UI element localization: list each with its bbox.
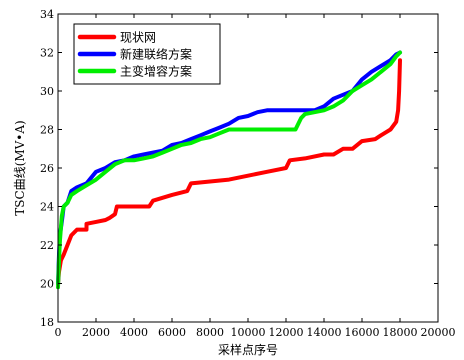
y-axis-title: TSC曲线(MV•A) — [13, 120, 27, 215]
y-tick-label: 32 — [40, 47, 54, 60]
x-tick-label: 20000 — [421, 326, 456, 339]
y-tick-label: 20 — [40, 278, 54, 291]
y-tick-label: 26 — [40, 162, 54, 175]
y-tick-label: 22 — [40, 239, 54, 252]
x-tick-label: 16000 — [345, 326, 380, 339]
x-tick-label: 6000 — [158, 326, 186, 339]
series-line-3 — [56, 50, 402, 290]
legend-label-2: 新建联络方案 — [120, 47, 192, 62]
y-tick-label: 18 — [40, 316, 54, 329]
legend-label-1: 现状网 — [120, 31, 156, 45]
x-tick-label: 8000 — [196, 326, 224, 339]
x-axis: 0 2000 4000 6000 8000 10000 12000 14000 16000 180… — [55, 14, 456, 339]
x-tick-label: 2000 — [82, 326, 110, 339]
y-axis: 18 20 22 24 26 28 30 32 34 — [40, 8, 438, 329]
x-tick-label: 10000 — [231, 326, 266, 339]
x-tick-label: 0 — [55, 326, 62, 339]
y-tick-label: 34 — [40, 8, 54, 21]
series-layer — [56, 50, 402, 290]
series-line-1 — [56, 58, 402, 286]
y-tick-label: 28 — [40, 124, 54, 137]
x-tick-label: 18000 — [383, 326, 418, 339]
y-tick-label: 24 — [40, 201, 54, 214]
x-tick-label: 12000 — [269, 326, 304, 339]
legend-label-3: 主变增容方案 — [120, 64, 192, 79]
y-tick-label: 30 — [40, 85, 54, 98]
series-line-2 — [56, 50, 402, 286]
x-tick-label: 4000 — [120, 326, 148, 339]
x-tick-label: 14000 — [307, 326, 342, 339]
x-axis-title: 采样点序号 — [218, 342, 278, 357]
